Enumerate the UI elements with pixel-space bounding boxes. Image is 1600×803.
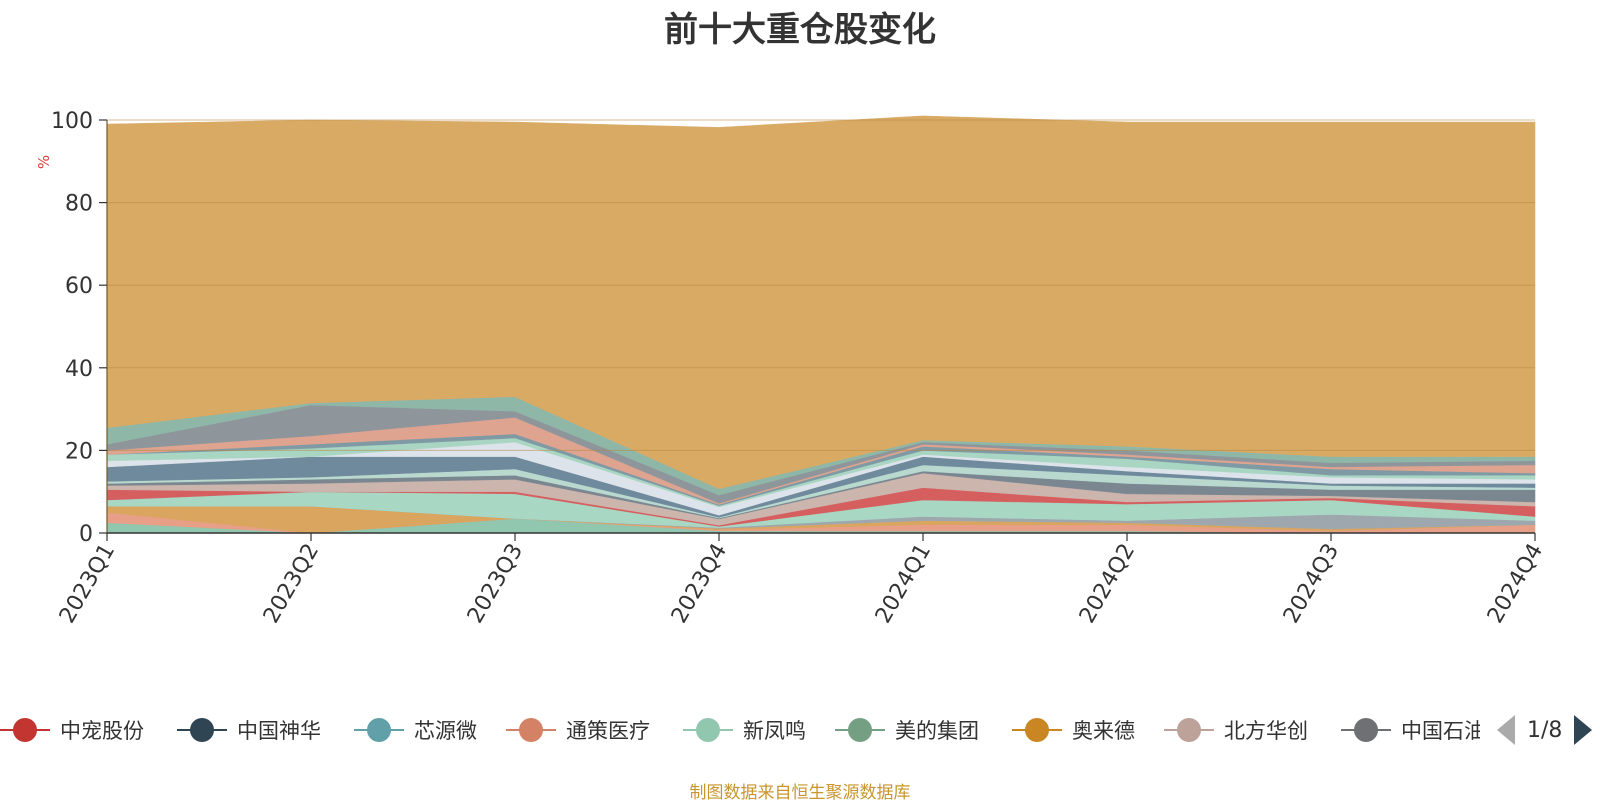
legend-next-arrow-icon[interactable]	[1574, 715, 1593, 745]
x-tick-label: 2024Q3	[1279, 540, 1344, 628]
legend-item[interactable]: 中国石油	[1341, 710, 1480, 750]
y-tick-label: 60	[65, 274, 93, 299]
chart-title: 前十大重仓股变化	[664, 10, 936, 50]
legend-item[interactable]: 北方华创	[1164, 710, 1308, 750]
legend-label: 中宠股份	[60, 719, 144, 743]
y-tick-label: 20	[65, 439, 93, 464]
x-tick-label: 2024Q1	[871, 540, 936, 628]
legend-marker-icon	[1341, 710, 1391, 750]
legend-item[interactable]: 中宠股份	[0, 710, 144, 750]
legend-label: 通策医疗	[566, 719, 650, 743]
legend-label: 美的集团	[895, 719, 979, 743]
y-tick-label: 100	[51, 109, 93, 134]
source-note: 制图数据来自恒生聚源数据库	[689, 783, 911, 803]
legend-label: 中国神华	[237, 719, 321, 743]
legend-marker-icon	[0, 710, 50, 750]
legend-page-indicator: 1/8	[1527, 717, 1563, 743]
legend-marker-icon	[177, 710, 227, 750]
x-tick-label: 2023Q1	[55, 540, 120, 628]
legend-item[interactable]: 芯源微	[354, 710, 477, 750]
legend-marker-icon	[354, 710, 404, 750]
x-tick-label: 2023Q3	[463, 540, 528, 628]
stacked-area-chart: 0 20 40 60 80 100% 2023Q1 2023Q2 2023Q3 2023Q4 202…	[35, 109, 1548, 628]
legend-marker-icon	[1164, 710, 1214, 750]
legend: 中宠股份 中国神华 芯源微 通策医疗 新凤鸣 美的集团 奥来德 北方华创 中国石油	[0, 710, 1480, 750]
y-tick-label: 80	[65, 192, 93, 217]
area-series-17	[106, 115, 1536, 490]
x-tick-label: 2023Q4	[667, 540, 732, 628]
x-tick-label: 2023Q2	[259, 540, 324, 628]
y-axis-unit-label: %	[35, 155, 53, 169]
legend-label: 奥来德	[1072, 719, 1135, 743]
legend-pager: 1/8	[1497, 715, 1593, 745]
legend-item[interactable]: 奥来德	[1012, 710, 1135, 750]
x-tick-label: 2024Q4	[1483, 540, 1548, 628]
y-tick-label: 0	[79, 522, 93, 547]
legend-marker-icon	[835, 710, 885, 750]
legend-item[interactable]: 中国神华	[177, 710, 321, 750]
legend-label: 中国石油	[1401, 719, 1480, 743]
legend-marker-icon	[683, 710, 733, 750]
legend-item[interactable]: 美的集团	[835, 710, 979, 750]
x-tick-label: 2024Q2	[1075, 540, 1140, 628]
legend-label: 芯源微	[414, 719, 477, 743]
legend-prev-arrow-icon[interactable]	[1497, 715, 1515, 745]
legend-item[interactable]: 通策医疗	[506, 710, 650, 750]
legend-label: 新凤鸣	[743, 719, 806, 743]
legend-item[interactable]: 新凤鸣	[683, 710, 806, 750]
legend-marker-icon	[1012, 710, 1062, 750]
y-tick-label: 40	[65, 357, 93, 382]
legend-marker-icon	[506, 710, 556, 750]
legend-label: 北方华创	[1224, 719, 1308, 743]
